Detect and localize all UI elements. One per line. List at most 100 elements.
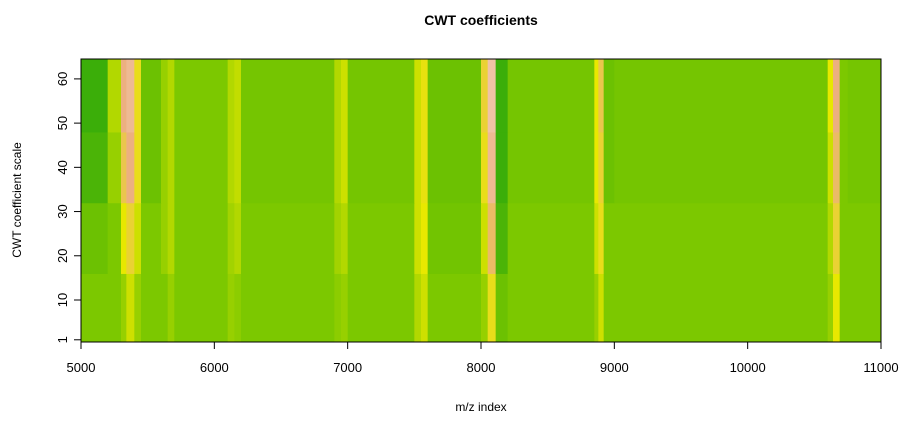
heatmap-cell xyxy=(227,131,235,204)
heatmap-cell xyxy=(495,59,509,133)
heatmap-cell xyxy=(827,131,834,204)
x-tick-label: 7000 xyxy=(333,360,362,375)
heatmap-cell xyxy=(241,131,335,204)
heatmap-cell xyxy=(827,273,834,343)
heatmap-cell xyxy=(481,273,489,343)
heatmap-cell xyxy=(126,273,135,343)
heatmap-cell xyxy=(427,273,482,343)
x-tick-label: 9000 xyxy=(600,360,629,375)
heatmap-cell xyxy=(427,59,482,133)
heatmap-cell xyxy=(141,59,162,133)
heatmap-cell xyxy=(234,202,242,274)
x-tick-label: 10000 xyxy=(730,360,766,375)
heatmap-cell xyxy=(121,131,127,204)
heatmap-cell xyxy=(234,59,242,133)
heatmap-cell xyxy=(594,59,599,133)
heatmap-cell xyxy=(414,59,422,133)
heatmap-cell xyxy=(827,59,834,133)
heatmap-cell xyxy=(847,273,882,343)
heatmap-cell xyxy=(141,202,162,274)
heatmap-cell xyxy=(347,273,415,343)
heatmap-cell xyxy=(347,131,415,204)
heatmap-cell xyxy=(827,202,834,274)
heatmap-cell xyxy=(234,273,242,343)
heatmap-cell xyxy=(833,59,841,133)
heatmap-cell xyxy=(121,273,127,343)
heatmap-cell xyxy=(427,131,482,204)
heatmap-cell xyxy=(598,59,605,133)
heatmap-cell xyxy=(134,202,142,274)
heatmap-cell xyxy=(126,59,135,133)
heatmap-cell xyxy=(507,131,595,204)
heatmap-cell xyxy=(495,273,509,343)
heatmap-cell xyxy=(603,273,615,343)
heatmap-cell xyxy=(414,131,422,204)
heatmap-cell xyxy=(487,202,497,274)
heatmap-cell xyxy=(341,131,349,204)
y-tick-label: 60 xyxy=(55,72,70,86)
heatmap-cell xyxy=(614,59,829,133)
chart-title: CWT coefficients xyxy=(424,12,538,28)
heatmap-cell xyxy=(481,59,489,133)
x-axis-label: m/z index xyxy=(455,400,506,414)
heatmap-cell xyxy=(594,131,599,204)
heatmap-cell xyxy=(847,131,882,204)
y-tick-label: 20 xyxy=(55,249,70,263)
heatmap-cell xyxy=(614,202,829,274)
heatmap-cell xyxy=(134,131,142,204)
heatmap-cell xyxy=(839,131,849,204)
y-tick-label: 30 xyxy=(55,204,70,218)
heatmap-cell xyxy=(174,273,229,343)
heatmap-cell xyxy=(847,59,882,133)
heatmap-cell xyxy=(839,273,849,343)
heatmap-cell xyxy=(107,202,122,274)
heatmap-cell xyxy=(167,131,175,204)
heatmap-cell xyxy=(334,59,342,133)
heatmap-cell xyxy=(507,202,595,274)
heatmap-cell xyxy=(341,202,349,274)
heatmap-cell xyxy=(107,59,122,133)
heatmap-cell xyxy=(227,273,235,343)
y-tick-label: 10 xyxy=(55,293,70,307)
heatmap-cell xyxy=(334,131,342,204)
heatmap-cell xyxy=(161,59,169,133)
heatmap-cell xyxy=(495,202,509,274)
heatmap-cell xyxy=(141,273,162,343)
y-tick-label: 1 xyxy=(55,336,70,343)
heatmap-cell xyxy=(603,131,615,204)
heatmap-cell xyxy=(603,202,615,274)
heatmap-cell xyxy=(341,59,349,133)
heatmap-cell xyxy=(334,202,342,274)
heatmap-cell xyxy=(507,273,595,343)
heatmap-cell xyxy=(487,59,497,133)
x-tick-label: 5000 xyxy=(67,360,96,375)
heatmap-cell xyxy=(134,273,142,343)
heatmap-cell xyxy=(594,273,599,343)
heatmap-cell xyxy=(598,202,605,274)
heatmap-cell xyxy=(161,202,169,274)
heatmap-cell xyxy=(174,59,229,133)
heatmap-cell xyxy=(227,202,235,274)
heatmap-cell xyxy=(495,131,509,204)
heatmap-cell xyxy=(141,131,162,204)
x-tick-label: 6000 xyxy=(200,360,229,375)
x-tick-label: 8000 xyxy=(467,360,496,375)
heatmap-cell xyxy=(481,202,489,274)
heatmap-cell xyxy=(427,202,482,274)
heatmap-cell xyxy=(241,273,335,343)
heatmap-cell xyxy=(507,59,595,133)
heatmap-cell xyxy=(594,202,599,274)
heatmap-cell xyxy=(81,131,109,204)
heatmap-cell xyxy=(839,59,849,133)
heatmap-cell xyxy=(481,131,489,204)
heatmap-cell xyxy=(614,273,829,343)
heatmap-cell xyxy=(81,59,109,133)
heatmap-cell xyxy=(174,131,229,204)
heatmap-cell xyxy=(161,273,169,343)
heatmap-cell xyxy=(167,273,175,343)
heatmap-cell xyxy=(421,59,429,133)
heatmap-cell xyxy=(421,202,429,274)
heatmap-cell xyxy=(347,202,415,274)
heatmap-cell xyxy=(833,131,841,204)
